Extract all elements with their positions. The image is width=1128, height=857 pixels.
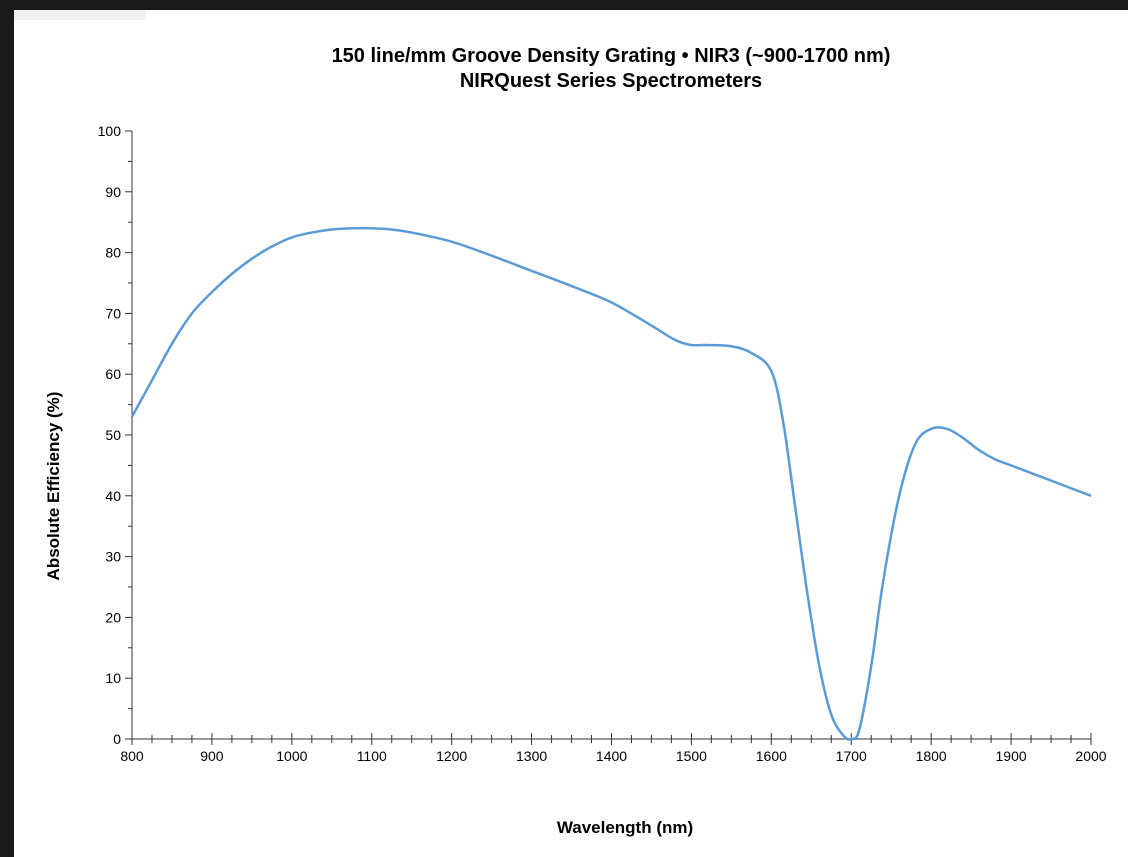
y-tick-label: 30 bbox=[105, 549, 121, 565]
x-tick-label: 1800 bbox=[916, 748, 947, 764]
y-tick-label: 0 bbox=[113, 731, 121, 747]
y-tick-label: 50 bbox=[105, 427, 121, 443]
series-line-efficiency bbox=[130, 226, 1092, 741]
y-tick-label: 60 bbox=[105, 366, 121, 382]
chart-panel: 150 line/mm Groove Density Grating • NIR… bbox=[14, 10, 1128, 857]
x-tick-label: 1300 bbox=[516, 748, 547, 764]
chart-title: 150 line/mm Groove Density Grating • NIR… bbox=[332, 45, 891, 67]
efficiency-chart: 150 line/mm Groove Density Grating • NIR… bbox=[44, 45, 1107, 837]
x-tick-label: 2000 bbox=[1075, 748, 1106, 764]
y-axis-title: Absolute Efficiency (%) bbox=[44, 392, 63, 581]
axes: 0 10 20 30 40 50 60 70 80 90 100 800 900 1000 1100 1200… bbox=[98, 123, 1107, 764]
chart-subtitle: NIRQuest Series Spectrometers bbox=[460, 70, 762, 92]
y-tick-label: 90 bbox=[105, 184, 121, 200]
y-tick-label: 40 bbox=[105, 488, 121, 504]
x-tick-label: 1000 bbox=[276, 748, 307, 764]
x-tick-label: 1600 bbox=[756, 748, 787, 764]
x-tick-label: 1700 bbox=[836, 748, 867, 764]
y-tick-label: 10 bbox=[105, 670, 121, 686]
x-tick-label: 1400 bbox=[596, 748, 627, 764]
plot-area bbox=[130, 226, 1092, 741]
corner-tab bbox=[14, 10, 146, 20]
y-tick-label: 20 bbox=[105, 609, 121, 625]
x-tick-label: 800 bbox=[120, 748, 144, 764]
x-tick-label: 1500 bbox=[676, 748, 707, 764]
y-tick-label: 80 bbox=[105, 245, 121, 261]
x-tick-label: 1900 bbox=[996, 748, 1027, 764]
x-tick-label: 900 bbox=[200, 748, 224, 764]
x-tick-label: 1200 bbox=[436, 748, 467, 764]
x-tick-label: 1100 bbox=[357, 748, 387, 764]
y-tick-label: 70 bbox=[105, 305, 121, 321]
y-tick-label: 100 bbox=[98, 123, 122, 139]
x-axis-title: Wavelength (nm) bbox=[557, 818, 693, 837]
